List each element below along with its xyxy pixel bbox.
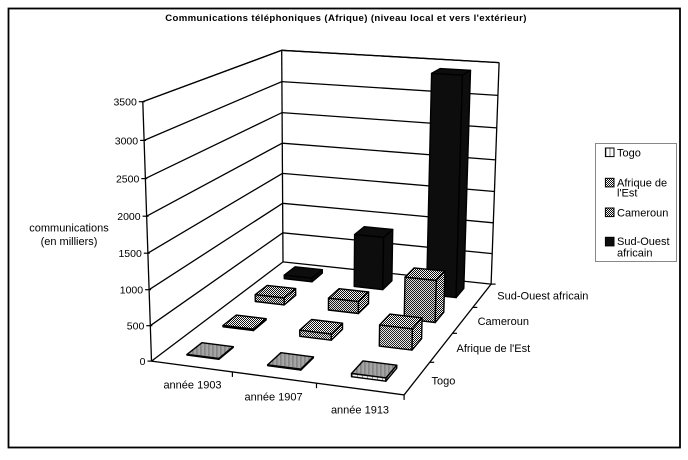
svg-text:3000: 3000: [115, 135, 139, 147]
svg-text:Togo: Togo: [432, 375, 456, 387]
svg-text:année 1907: année 1907: [245, 391, 303, 403]
svg-text:Sud-Ouest: Sud-Ouest: [617, 236, 670, 248]
svg-text:communications: communications: [29, 223, 109, 235]
svg-text:Cameroun: Cameroun: [617, 207, 668, 219]
svg-text:3500: 3500: [113, 97, 137, 109]
svg-text:Togo: Togo: [617, 148, 641, 160]
svg-text:Afrique de: Afrique de: [617, 177, 667, 189]
svg-text:Sud-Ouest africain: Sud-Ouest africain: [497, 290, 588, 302]
svg-text:(en milliers): (en milliers): [41, 236, 98, 248]
svg-text:1500: 1500: [118, 248, 142, 260]
svg-text:africain: africain: [617, 248, 652, 260]
svg-text:2000: 2000: [117, 211, 141, 223]
svg-text:1000: 1000: [120, 285, 144, 297]
svg-text:année 1913: année 1913: [331, 404, 389, 416]
svg-text:Communications téléphoniques (: Communications téléphoniques (Afrique) (…: [165, 13, 527, 24]
svg-text:Cameroun: Cameroun: [478, 316, 529, 328]
svg-text:l'Est: l'Est: [617, 187, 637, 199]
svg-text:année 1903: année 1903: [163, 379, 221, 391]
svg-text:0: 0: [140, 356, 146, 368]
svg-text:500: 500: [127, 321, 145, 333]
svg-text:Afrique de l'Est: Afrique de l'Est: [457, 343, 531, 355]
svg-text:2500: 2500: [116, 174, 140, 186]
